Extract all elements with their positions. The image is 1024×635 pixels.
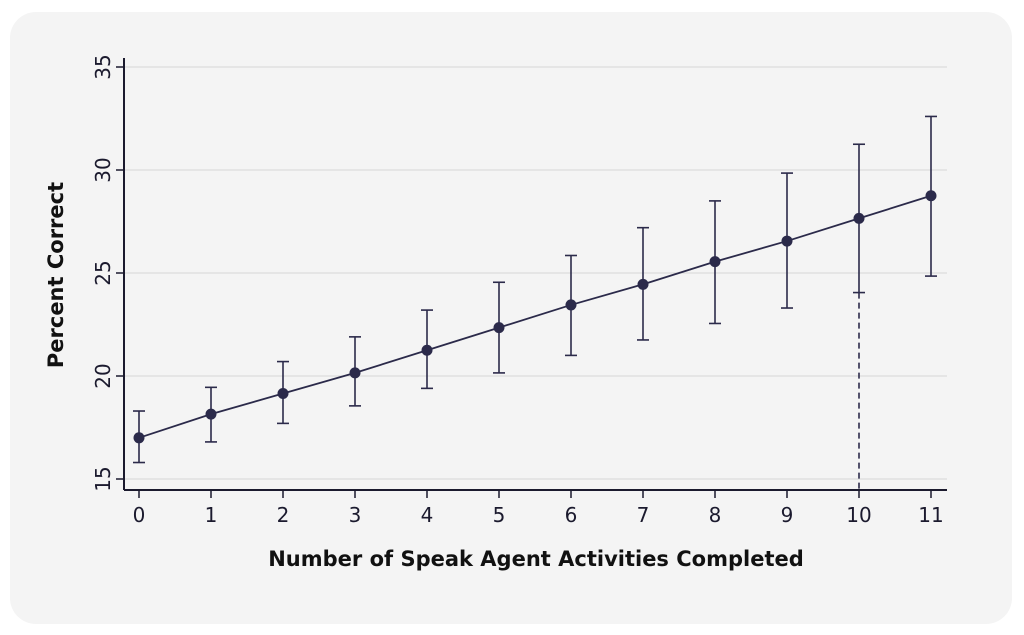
data-point-11 <box>925 190 937 202</box>
error-bars <box>133 115 937 464</box>
gridlines <box>124 66 947 480</box>
data-point-8 <box>709 256 721 268</box>
data-point-10 <box>853 212 865 224</box>
x-tick-label-11: 11 <box>918 503 943 527</box>
data-point-0 <box>133 432 145 444</box>
y-tick-labels: 15 20 25 30 35 <box>91 54 115 491</box>
x-tick-label-1: 1 <box>205 503 218 527</box>
x-tick-label-10: 10 <box>846 503 871 527</box>
x-tick-label-4: 4 <box>421 503 434 527</box>
data-point-6 <box>565 299 577 311</box>
y-tick-label-15: 15 <box>91 466 115 491</box>
data-point-1 <box>205 408 217 420</box>
data-point-3 <box>349 367 361 379</box>
x-tick-label-5: 5 <box>493 503 506 527</box>
x-tick-label-0: 0 <box>133 503 146 527</box>
x-axis-label: Number of Speak Agent Activities Complet… <box>268 547 804 571</box>
data-points <box>133 190 937 444</box>
data-point-2 <box>277 388 289 400</box>
x-tick-label-3: 3 <box>349 503 362 527</box>
data-point-5 <box>493 322 505 334</box>
chart-card <box>10 12 1012 624</box>
axes <box>116 58 947 498</box>
x-tick-label-7: 7 <box>637 503 650 527</box>
x-tick-label-2: 2 <box>277 503 290 527</box>
y-tick-label-35: 35 <box>91 54 115 79</box>
data-point-4 <box>421 344 433 356</box>
y-tick-label-30: 30 <box>91 157 115 182</box>
x-tick-labels: 0 1 2 3 4 5 6 7 8 9 10 11 <box>133 503 944 527</box>
x-tick-label-8: 8 <box>709 503 722 527</box>
x-tick-label-6: 6 <box>565 503 578 527</box>
series-lines <box>138 194 932 439</box>
x-tick-label-9: 9 <box>781 503 794 527</box>
series-line <box>138 194 932 439</box>
data-point-7 <box>637 278 649 290</box>
y-tick-label-25: 25 <box>91 260 115 285</box>
y-axis-label: Percent Correct <box>44 182 68 368</box>
y-tick-label-20: 20 <box>91 363 115 388</box>
data-point-9 <box>781 235 793 247</box>
